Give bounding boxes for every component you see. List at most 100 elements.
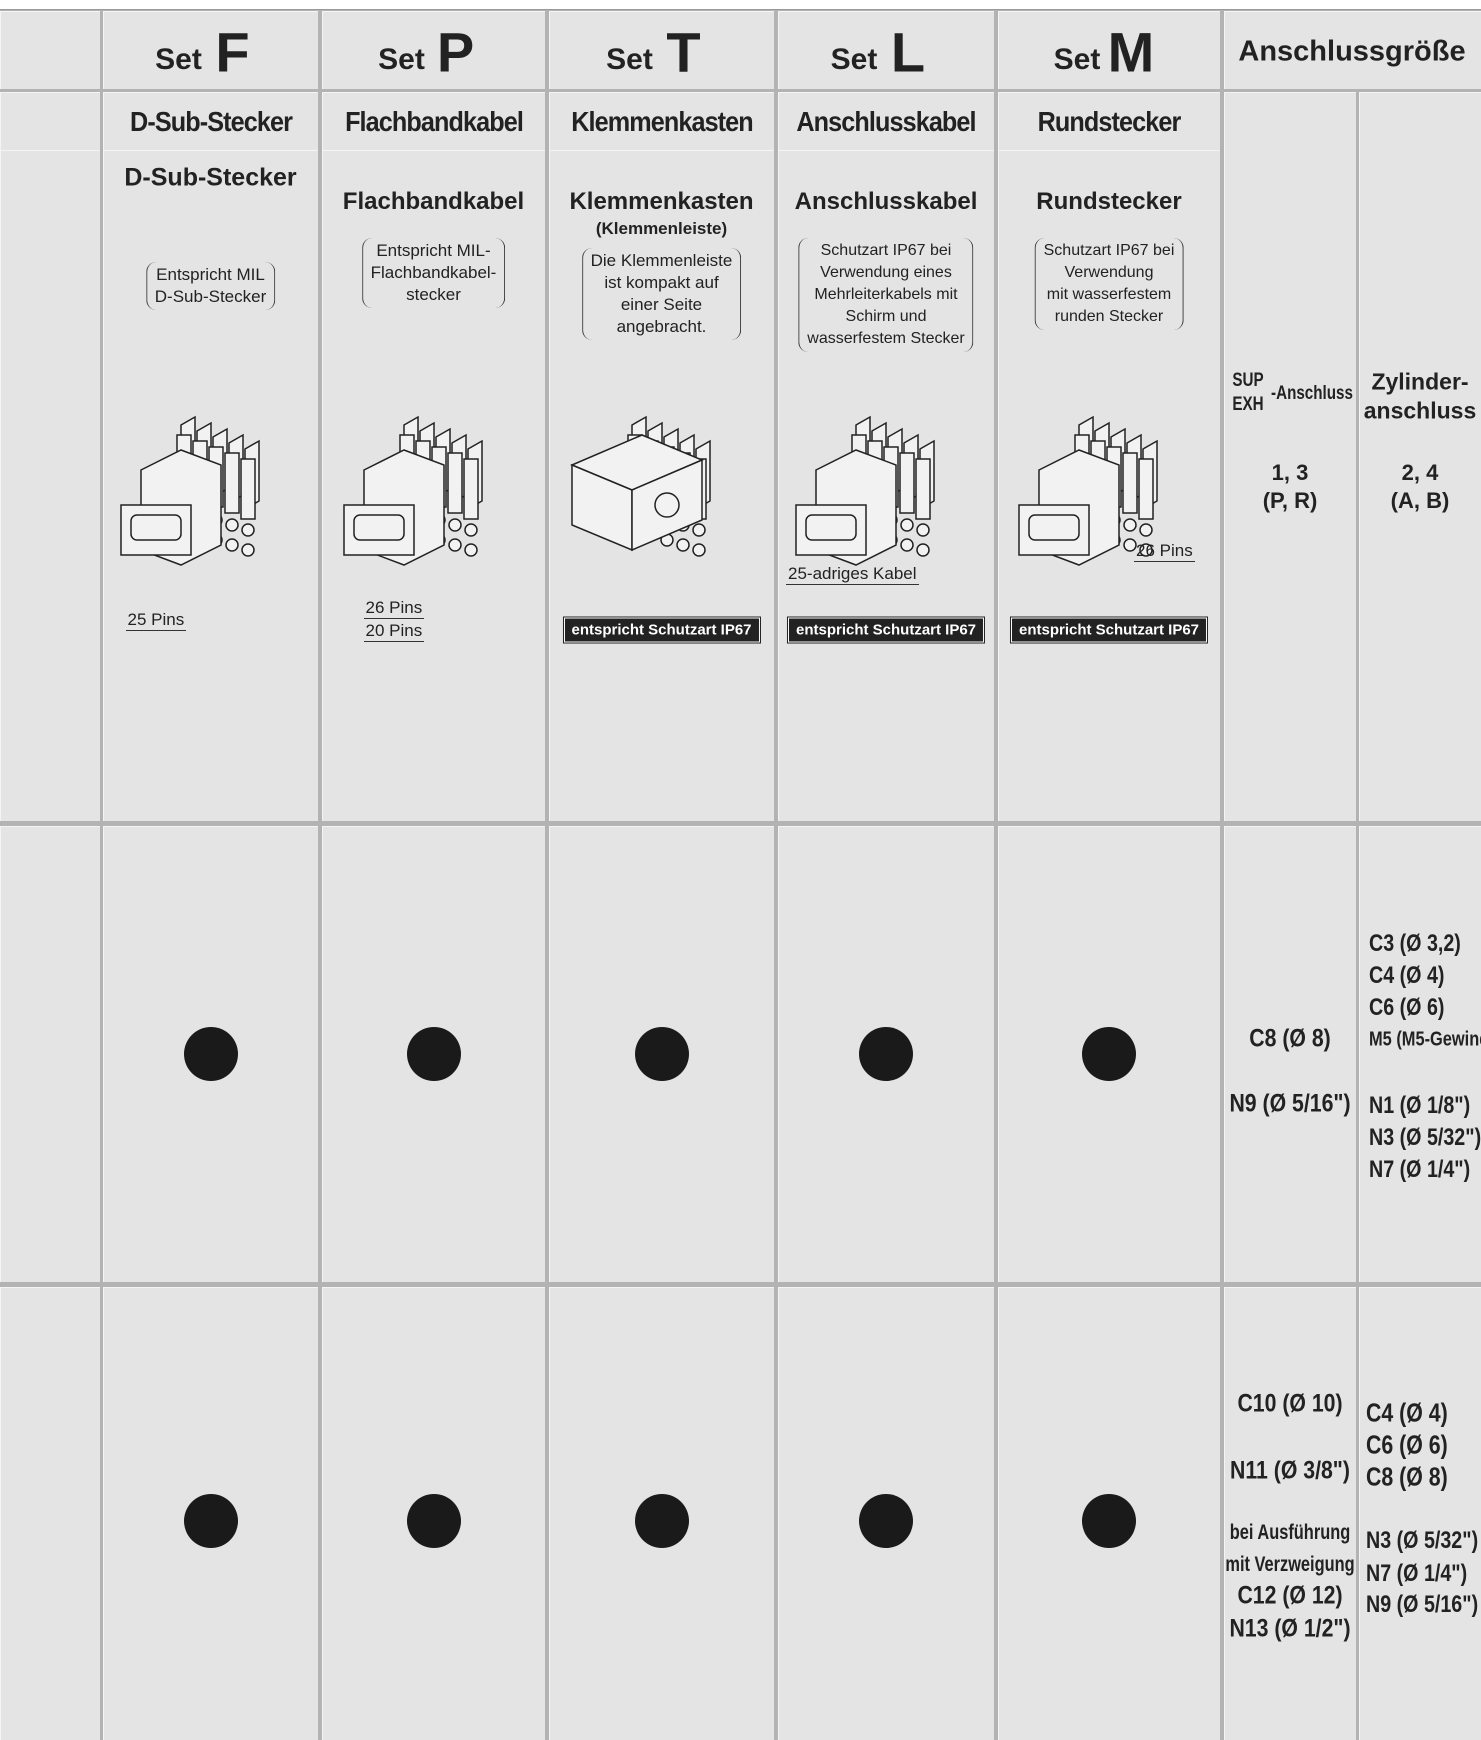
callout-label: 26 Pins (363, 598, 425, 619)
cylinder-label: anschluss (1363, 397, 1477, 424)
cylinder-size: N1 (Ø 1/8") (1369, 1092, 1471, 1119)
cylinder-port-numbers: 2, 4 (1401, 460, 1439, 485)
connector-cell (778, 92, 994, 150)
callout-label: 25 Pins (125, 610, 187, 631)
set-note: Schutzart IP67 bei Verwendung mit wasserfe… (1034, 238, 1184, 330)
set-letter: T (666, 20, 701, 84)
cylinder-size: N9 (Ø 5/16") (1366, 1591, 1479, 1618)
set-header-cell (322, 11, 545, 89)
note-line: Die Klemmenleiste (590, 251, 733, 270)
note-line: ist kompakt auf (604, 273, 719, 292)
connector-cell (322, 92, 545, 150)
note-line: angebracht. (616, 317, 707, 336)
cylinder-size: C3 (Ø 3,2) (1369, 930, 1461, 957)
branch-supply-size: N13 (Ø 1/2") (1229, 1614, 1351, 1643)
connector-cell (103, 92, 318, 150)
note-line: einer Seite (620, 295, 703, 314)
availability-dot (1082, 1494, 1136, 1548)
supply-size: C10 (Ø 10) (1237, 1389, 1343, 1418)
set-title: Klemmenkasten (569, 188, 754, 215)
corner-cell (0, 11, 100, 89)
supply-size: N11 (Ø 3/8") (1230, 1456, 1350, 1485)
supply-port-numbers: 1, 3 (1271, 460, 1309, 485)
callout-label: 26 Pins (1134, 541, 1195, 562)
set-header-cell (103, 11, 318, 89)
corner-cell (0, 150, 100, 821)
note-line: D-Sub-Stecker (154, 287, 267, 306)
set-title: Rundstecker (1036, 188, 1182, 215)
port-cell (1359, 826, 1481, 1282)
supply-size: N9 (Ø 5/16") (1229, 1089, 1351, 1118)
availability-dot (406, 1027, 461, 1081)
note-line: Entspricht MIL (156, 265, 265, 284)
set-title: D-Sub-Stecker (124, 163, 297, 192)
set-note: Entspricht MIL D-Sub-Stecker (145, 262, 276, 310)
exh-label: EXH (1232, 394, 1264, 415)
set-letter: L (890, 20, 926, 84)
availability-dot (634, 1494, 689, 1548)
set-title: Flachbandkabel (342, 188, 525, 215)
corner-cell (0, 92, 100, 150)
callout-label: 25-adriges Kabel (786, 564, 919, 585)
set-note: Die Klemmenleiste ist kompakt auf einer Se… (581, 248, 742, 340)
note-line: Entspricht MIL- (376, 241, 491, 260)
availability-dot (183, 1494, 238, 1548)
set-title: Anschlusskabel (794, 188, 978, 215)
supply-label: -Anschluss (1271, 383, 1353, 404)
supply-port-letters: (P, R) (1262, 488, 1318, 513)
note-line: Flachbandkabel- (370, 263, 497, 282)
product-illustration (1018, 415, 1158, 566)
note-line: Verwendung (1064, 264, 1154, 281)
ip67-badge: entspricht Schutzart IP67 (786, 616, 986, 644)
connector-cell (998, 92, 1220, 150)
set-prefix: Set (378, 43, 425, 76)
branch-supply-size: C12 (Ø 12) (1237, 1581, 1343, 1610)
port-cell (1224, 826, 1356, 1282)
port-cell (1224, 92, 1356, 821)
set-header-cell (998, 11, 1220, 89)
port-size-title: Anschlussgröße (1238, 35, 1466, 68)
availability-dot (406, 1494, 461, 1548)
set-subtitle: (Klemmenleiste) (595, 219, 728, 238)
set-note: Schutzart IP67 bei Verwendung eines Mehrle… (798, 238, 974, 352)
connector-name: Flachbandkabel (344, 106, 524, 137)
product-illustration (342, 415, 483, 566)
top-strip (0, 0, 1481, 10)
note-line: Mehrleiterkabels mit (814, 286, 958, 303)
availability-dot (1082, 1027, 1136, 1081)
cylinder-size: C6 (Ø 6) (1369, 994, 1445, 1021)
port-cell (1359, 1287, 1481, 1740)
connector-cell (549, 92, 774, 150)
port-cell (1359, 92, 1481, 821)
set-prefix: Set (155, 43, 202, 76)
note-line: Schutzart IP67 bei (820, 242, 952, 259)
cylinder-label: Zylinder- (1371, 368, 1469, 395)
note-line: stecker (406, 285, 461, 304)
set-header-cell (549, 11, 774, 89)
availability-dot (183, 1027, 238, 1081)
corner-cell (0, 1287, 100, 1740)
product-illustration (569, 415, 711, 557)
note-line: Schirm und (845, 308, 927, 325)
cylinder-size: C4 (Ø 4) (1366, 1397, 1448, 1428)
set-header-cell (778, 11, 994, 89)
set-letter: M (1107, 20, 1155, 84)
ip67-badge: entspricht Schutzart IP67 (1009, 616, 1209, 644)
branch-note: mit Verzweigung (1225, 1553, 1355, 1576)
connector-name: Rundstecker (1037, 106, 1182, 137)
note-line: runden Stecker (1054, 308, 1164, 325)
set-prefix: Set (606, 43, 653, 76)
port-cell (1224, 1287, 1356, 1740)
callout-label: 20 Pins (363, 621, 425, 642)
product-illustration (119, 415, 260, 566)
cylinder-size: N7 (Ø 1/4") (1366, 1560, 1468, 1587)
availability-dot (634, 1027, 689, 1081)
corner-cell (0, 826, 100, 1282)
ip67-badge: entspricht Schutzart IP67 (562, 616, 761, 644)
availability-dot (859, 1494, 913, 1548)
set-prefix: Set (1053, 43, 1101, 76)
port-header-cell (1224, 11, 1481, 89)
cylinder-size: N7 (Ø 1/4") (1369, 1156, 1471, 1183)
cylinder-size: C4 (Ø 4) (1369, 962, 1445, 989)
